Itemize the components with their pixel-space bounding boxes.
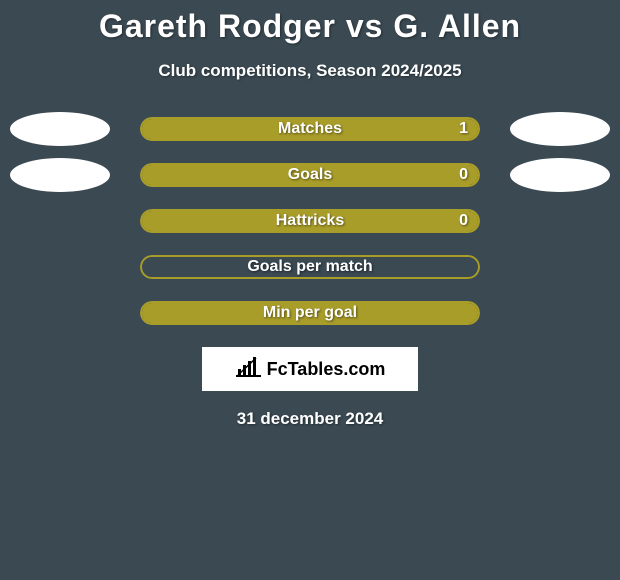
stat-bar: Hattricks 0	[140, 209, 480, 233]
bars-container: Matches 1 Goals 0 Hattricks 0 Goals per match M…	[0, 117, 620, 325]
bar-value-right: 1	[459, 120, 468, 138]
bar-chart-icon	[235, 357, 261, 382]
logo-text: FcTables.com	[267, 359, 386, 380]
right-ellipse	[510, 158, 610, 192]
bar-value-right: 0	[459, 212, 468, 230]
left-ellipse	[10, 158, 110, 192]
stat-row: Goals per match	[0, 255, 620, 279]
bar-label: Hattricks	[276, 212, 344, 230]
infographic-container: Gareth Rodger vs G. Allen Club competiti…	[0, 0, 620, 429]
stat-row: Min per goal	[0, 301, 620, 325]
stat-bar: Goals per match	[140, 255, 480, 279]
subtitle: Club competitions, Season 2024/2025	[0, 61, 620, 81]
left-ellipse	[10, 112, 110, 146]
date-label: 31 december 2024	[0, 409, 620, 429]
bar-label: Min per goal	[263, 304, 357, 322]
stat-row: Matches 1	[0, 117, 620, 141]
stat-row: Goals 0	[0, 163, 620, 187]
logo-box: FcTables.com	[202, 347, 418, 391]
stat-row: Hattricks 0	[0, 209, 620, 233]
stat-bar: Matches 1	[140, 117, 480, 141]
right-ellipse	[510, 112, 610, 146]
stat-bar: Min per goal	[140, 301, 480, 325]
bar-label: Matches	[278, 120, 342, 138]
bar-label: Goals per match	[247, 258, 372, 276]
stat-bar: Goals 0	[140, 163, 480, 187]
bar-label: Goals	[288, 166, 332, 184]
page-title: Gareth Rodger vs G. Allen	[0, 8, 620, 45]
bar-value-right: 0	[459, 166, 468, 184]
